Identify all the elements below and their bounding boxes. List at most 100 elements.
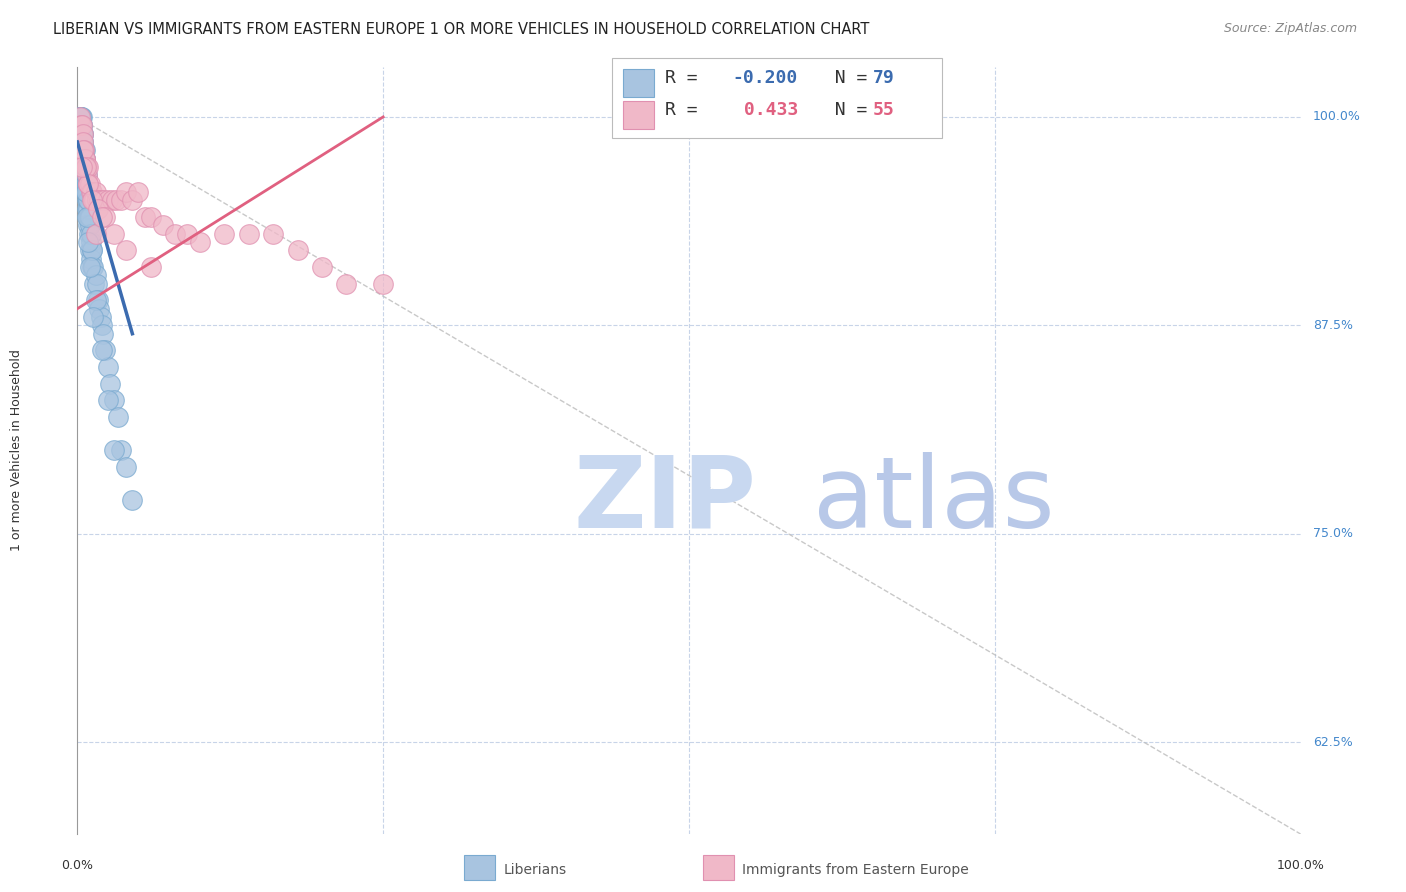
Point	[82, 194, 104, 208]
Point	[70, 127, 93, 141]
Text: N =: N =	[813, 101, 877, 119]
Point	[80, 227, 103, 241]
Point	[165, 227, 187, 241]
Point	[75, 177, 97, 191]
Point	[72, 143, 94, 157]
Point	[83, 194, 105, 208]
Text: 87.5%: 87.5%	[1313, 318, 1353, 332]
Point	[77, 194, 100, 208]
Point	[73, 152, 96, 166]
Point	[84, 227, 107, 241]
Text: Liberians: Liberians	[503, 863, 567, 877]
Point	[76, 160, 98, 174]
Point	[72, 135, 94, 149]
Point	[90, 310, 112, 324]
Point	[75, 160, 97, 174]
Point	[70, 127, 93, 141]
Text: 55: 55	[873, 101, 894, 119]
Text: 75.0%: 75.0%	[1313, 527, 1353, 541]
Point	[76, 202, 98, 216]
Point	[73, 143, 96, 157]
Point	[83, 277, 105, 291]
Point	[97, 194, 120, 208]
Point	[76, 169, 98, 183]
Point	[70, 118, 93, 132]
Point	[70, 118, 93, 132]
Point	[90, 318, 112, 333]
Text: -0.200: -0.200	[733, 69, 797, 87]
Point	[287, 244, 309, 258]
Point	[76, 185, 98, 199]
Point	[73, 160, 96, 174]
Point	[73, 152, 96, 166]
Point	[77, 177, 100, 191]
Point	[82, 310, 104, 324]
Point	[70, 160, 93, 174]
Point	[76, 194, 98, 208]
Text: 62.5%: 62.5%	[1313, 736, 1353, 748]
Point	[82, 260, 104, 274]
Point	[87, 293, 110, 308]
Point	[73, 143, 96, 157]
Point	[311, 260, 333, 274]
Point	[80, 235, 103, 249]
Point	[76, 210, 98, 224]
Point	[103, 443, 125, 458]
Text: Source: ZipAtlas.com: Source: ZipAtlas.com	[1223, 22, 1357, 36]
Point	[76, 177, 98, 191]
Point	[75, 152, 97, 166]
Point	[80, 185, 103, 199]
Point	[110, 443, 132, 458]
Point	[72, 127, 94, 141]
Point	[72, 152, 94, 166]
Text: 100.0%: 100.0%	[1313, 111, 1361, 123]
Point	[76, 210, 98, 224]
Point	[121, 493, 143, 508]
Text: N =: N =	[813, 69, 877, 87]
Point	[84, 268, 107, 283]
Point	[79, 210, 101, 224]
Point	[76, 177, 98, 191]
Point	[72, 135, 94, 149]
Point	[103, 393, 125, 408]
Point	[94, 343, 117, 358]
Point	[77, 227, 100, 241]
Point	[75, 152, 97, 166]
Point	[91, 326, 114, 341]
Point	[70, 110, 93, 124]
Point	[76, 194, 98, 208]
Point	[77, 210, 100, 224]
Point	[238, 227, 260, 241]
Point	[89, 301, 111, 316]
Text: 79: 79	[873, 69, 894, 87]
Text: LIBERIAN VS IMMIGRANTS FROM EASTERN EUROPE 1 OR MORE VEHICLES IN HOUSEHOLD CORRE: LIBERIAN VS IMMIGRANTS FROM EASTERN EURO…	[53, 22, 870, 37]
Point	[90, 210, 112, 224]
Point	[103, 227, 125, 241]
Point	[70, 118, 93, 132]
Text: Immigrants from Eastern Europe: Immigrants from Eastern Europe	[742, 863, 969, 877]
Point	[212, 227, 235, 241]
Point	[79, 260, 101, 274]
Point	[72, 127, 94, 141]
Point	[98, 376, 121, 391]
Point	[115, 185, 138, 199]
Point	[97, 393, 120, 408]
Text: 0.433: 0.433	[733, 101, 797, 119]
Point	[80, 244, 103, 258]
Point	[77, 235, 100, 249]
Point	[73, 169, 96, 183]
Point	[72, 143, 94, 157]
Point	[262, 227, 284, 241]
Point	[90, 343, 112, 358]
Point	[115, 460, 138, 475]
Point	[115, 244, 138, 258]
Point	[77, 177, 100, 191]
Point	[100, 194, 122, 208]
Point	[371, 277, 394, 291]
Point	[80, 252, 103, 266]
Text: 100.0%: 100.0%	[1277, 859, 1324, 872]
Point	[77, 219, 100, 233]
Point	[110, 194, 132, 208]
Point	[89, 194, 111, 208]
Point	[90, 194, 112, 208]
